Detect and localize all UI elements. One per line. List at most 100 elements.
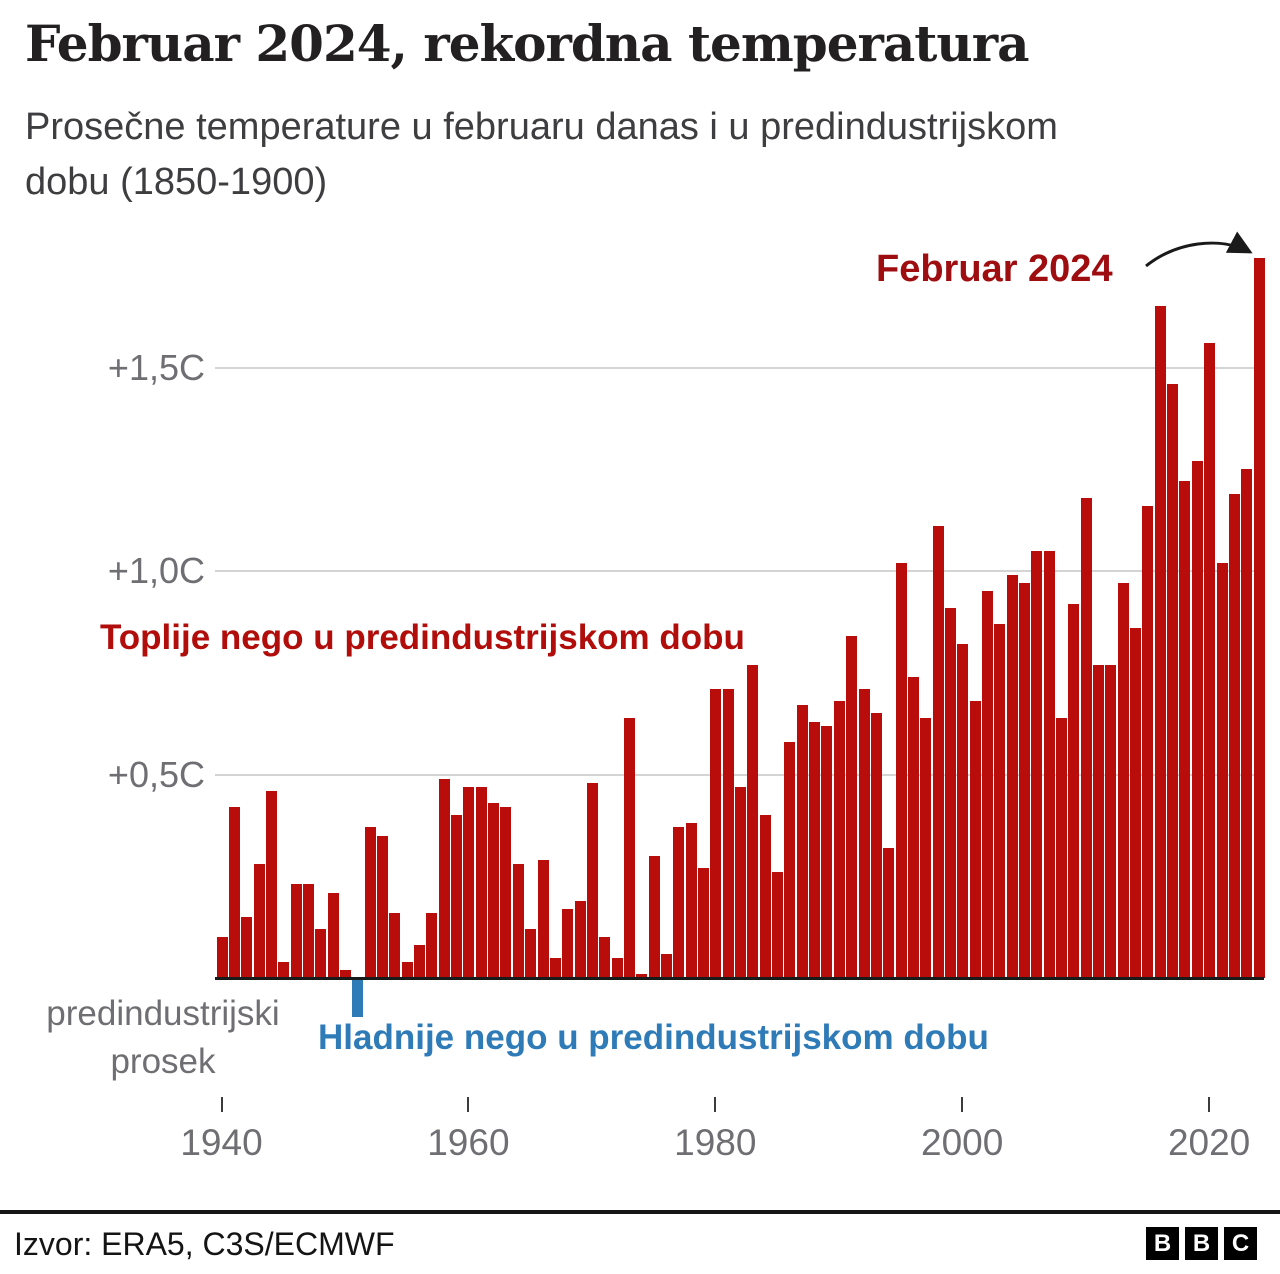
temperature-bar-1953: [377, 836, 388, 978]
zero-baseline: [215, 977, 1264, 980]
temperature-bar-1988: [809, 722, 821, 978]
temperature-bar-1984: [759, 815, 771, 978]
temperature-bar-2020: [1204, 343, 1216, 978]
temperature-bar-2005: [1018, 583, 1030, 978]
temperature-bar-1960: [463, 787, 475, 978]
temperature-bar-1955: [401, 962, 413, 978]
temperature-bar-1952: [364, 827, 376, 978]
y-axis-label-+1,5C: +1,5C: [107, 347, 205, 388]
temperature-bar-1963: [500, 807, 512, 978]
temperature-bar-1994: [883, 848, 895, 978]
x-axis-tick-1960: [467, 1097, 470, 1112]
gridline-+1,0C: [215, 570, 1264, 572]
subtitle-line-1: Prosečne temperature u februaru danas i …: [25, 106, 1058, 148]
temperature-bar-1999: [944, 608, 956, 978]
temperature-bar-1986: [784, 742, 796, 978]
temperature-bar-2016: [1154, 306, 1166, 978]
y-axis-label-+1,0C: +1,0C: [107, 550, 205, 591]
bbc-logo-block-c: C: [1224, 1227, 1257, 1260]
temperature-bar-1951: [352, 980, 364, 1017]
temperature-bar-1996: [907, 677, 919, 978]
temperature-bar-1959: [451, 815, 463, 978]
baseline-label-line-2: prosek: [110, 1042, 216, 1081]
temperature-bar-1975: [648, 856, 660, 978]
temperature-bar-1947: [302, 884, 314, 978]
bbc-logo-block-b1: B: [1146, 1227, 1179, 1260]
temperature-bar-2006: [1031, 551, 1043, 978]
temperature-bar-2015: [1142, 506, 1154, 978]
x-axis-tick-2020: [1208, 1097, 1211, 1112]
baseline-label-line-1: predindustrijski: [46, 994, 280, 1033]
temperature-bar-1990: [833, 701, 845, 978]
temperature-bar-2003: [994, 624, 1006, 978]
annotation-record-label: Februar 2024: [876, 248, 1113, 290]
bbc-logo-block-b2: B: [1185, 1227, 1218, 1260]
x-axis-label-1980: 1980: [674, 1122, 757, 1163]
temperature-bar-1943: [253, 864, 265, 978]
temperature-bar-1967: [549, 958, 561, 978]
temperature-bar-2011: [1093, 665, 1104, 978]
temperature-bar-1978: [685, 823, 697, 978]
temperature-bar-1970: [586, 783, 598, 978]
temperature-bar-1976: [660, 954, 672, 978]
source-text: Izvor: ERA5, C3S/ECMWF: [14, 1226, 395, 1262]
temperature-bar-2023: [1241, 469, 1253, 978]
temperature-bar-1942: [241, 917, 253, 978]
x-axis-tick-2000: [961, 1097, 964, 1112]
temperature-bar-1977: [673, 827, 685, 978]
y-axis-label-+0,5C: +0,5C: [107, 754, 205, 795]
temperature-bar-1973: [623, 718, 635, 978]
x-axis-label-1940: 1940: [180, 1122, 263, 1163]
temperature-bar-1972: [611, 958, 623, 978]
temperature-bar-2000: [957, 644, 969, 978]
temperature-bar-1965: [525, 929, 537, 978]
temperature-bar-2008: [1056, 718, 1067, 978]
temperature-bar-2017: [1167, 384, 1179, 978]
temperature-bar-2010: [1080, 498, 1092, 978]
footer-divider: [0, 1210, 1280, 1214]
temperature-bar-2014: [1130, 628, 1141, 978]
temperature-bar-2018: [1179, 481, 1191, 978]
temperature-bar-1956: [414, 945, 425, 978]
temperature-bar-1995: [895, 563, 907, 978]
temperature-bar-2024: [1253, 258, 1265, 978]
temperature-bar-1981: [722, 689, 734, 978]
temperature-bar-2012: [1105, 665, 1117, 978]
temperature-bar-1945: [278, 962, 290, 978]
temperature-bar-1985: [772, 872, 783, 978]
temperature-bar-1974: [636, 974, 648, 978]
bbc-logo: B B C: [1146, 1227, 1257, 1260]
chart-subtitle: Prosečne temperature u februaru danas i …: [25, 100, 1058, 210]
temperature-bar-1987: [796, 705, 808, 978]
temperature-bar-2021: [1216, 563, 1228, 978]
temperature-bar-1949: [327, 893, 339, 978]
temperature-bar-1964: [512, 864, 524, 978]
x-axis-label-2020: 2020: [1167, 1122, 1251, 1163]
x-axis-label-1960: 1960: [427, 1122, 510, 1163]
x-axis-tick-1940: [220, 1097, 223, 1112]
temperature-bar-1998: [932, 526, 944, 978]
temperature-bar-1968: [562, 909, 574, 978]
temperature-bar-1962: [488, 803, 500, 978]
temperature-bar-2002: [981, 591, 993, 978]
gridline-+1,5C: [215, 367, 1264, 369]
temperature-bar-1969: [574, 901, 586, 978]
temperature-bar-1980: [710, 689, 722, 978]
annotation-warmer: Toplije nego u predindustrijskom dobu: [100, 618, 745, 657]
page-title: Februar 2024, rekordna temperatura: [25, 14, 1029, 73]
temperature-bar-1993: [870, 713, 882, 978]
x-axis-tick-1980: [714, 1097, 717, 1112]
temperature-bar-1997: [920, 718, 932, 978]
temperature-bar-1966: [537, 860, 549, 978]
temperature-bar-1958: [438, 779, 450, 978]
temperature-bar-1992: [858, 689, 870, 978]
temperature-bar-1957: [426, 913, 438, 978]
temperature-bar-1944: [265, 791, 277, 978]
temperature-bar-2001: [969, 701, 981, 978]
temperature-bar-2009: [1068, 604, 1080, 978]
temperature-bar-2013: [1117, 583, 1129, 978]
annotation-colder: Hladnije nego u predindustrijskom dobu: [318, 1018, 989, 1057]
baseline-label: predindustrijski prosek: [18, 990, 308, 1086]
